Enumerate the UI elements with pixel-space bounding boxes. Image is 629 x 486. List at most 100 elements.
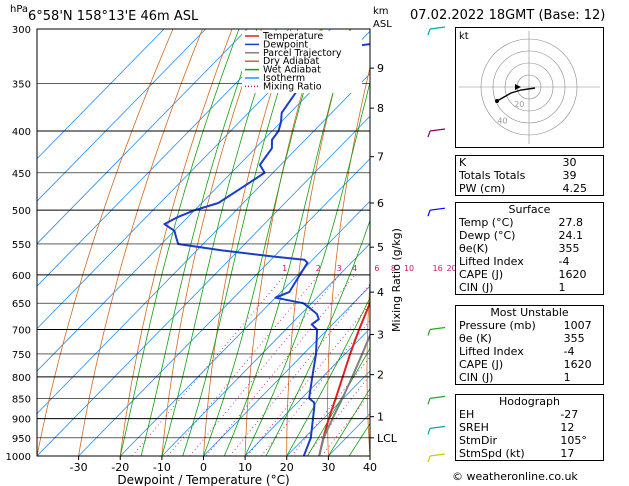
wind-barb-flag bbox=[427, 130, 431, 138]
km-tick-label: 3 bbox=[377, 329, 384, 342]
km-tick-label: 9 bbox=[377, 62, 384, 75]
most-unstable-title: Most Unstable bbox=[490, 306, 569, 319]
mixing-ratio-label: 2 bbox=[316, 264, 321, 273]
indices-table: K 30 Totals Totals 39 PW (cm) 4.25 bbox=[456, 156, 603, 195]
isotherm-line bbox=[244, 327, 370, 456]
table-row: Pressure (mb) 1007 bbox=[459, 319, 592, 332]
wet-adiabat-line bbox=[203, 29, 323, 456]
mixing-ratio-label: 16 bbox=[433, 264, 443, 273]
indices-panel: K 30 Totals Totals 39 PW (cm) 4.25 bbox=[455, 155, 604, 196]
mixing-ratio-line bbox=[205, 274, 356, 456]
km-tick-label: 4 bbox=[377, 286, 384, 299]
pressure-tick-label: 750 bbox=[12, 350, 31, 361]
hodograph: kt 20 40 bbox=[455, 27, 604, 148]
table-row: θe (K) 355 bbox=[459, 332, 585, 345]
x-tick-label: 20 bbox=[280, 461, 294, 474]
pressure-tick-label: 900 bbox=[12, 415, 31, 426]
dry-adiabat-line bbox=[327, 65, 370, 456]
wind-barb-staff bbox=[429, 26, 446, 30]
wind-barb bbox=[427, 453, 446, 463]
km-tick-label: 6 bbox=[377, 197, 384, 210]
legend-label: Parcel Trajectory bbox=[263, 48, 342, 59]
isotherm-line bbox=[286, 370, 370, 456]
mixing-ratio-axis-label: Mixing Ratio (g/kg) bbox=[390, 228, 403, 332]
wind-barb-flag bbox=[427, 455, 431, 463]
wind-barb-staff bbox=[429, 326, 446, 331]
legend-label: Dewpoint bbox=[263, 39, 308, 50]
km-tick-label: 7 bbox=[377, 151, 384, 164]
hodograph-title: Hodograph bbox=[499, 395, 560, 408]
wind-barb bbox=[427, 26, 446, 36]
wind-barb-staff bbox=[429, 207, 446, 211]
pressure-tick-label: 500 bbox=[12, 206, 31, 217]
isotherm-line bbox=[37, 115, 370, 456]
mixing-ratio-label: 8 bbox=[391, 264, 396, 273]
pressure-tick-label: 700 bbox=[12, 326, 31, 337]
table-row: CAPE (J) 1620 bbox=[459, 268, 587, 281]
table-row: CIN (J) 1 bbox=[459, 281, 566, 294]
x-tick-label: -10 bbox=[153, 461, 171, 474]
table-row: Temp (°C) 27.8 bbox=[459, 216, 583, 229]
wind-barb-staff bbox=[429, 128, 446, 132]
pressure-tick-label: 300 bbox=[12, 25, 31, 36]
pressure-tick-label: 400 bbox=[12, 127, 31, 138]
mixing-ratio-label: 10 bbox=[404, 264, 414, 273]
table-row: θe(K) 355 bbox=[459, 242, 580, 255]
table-row: Lifted Index -4 bbox=[459, 345, 575, 358]
table-row: K 30 bbox=[459, 156, 577, 169]
wind-barb-flag bbox=[427, 209, 431, 217]
km-tick-label: 1 bbox=[377, 411, 384, 424]
surface-title: Surface bbox=[508, 203, 551, 216]
isotherm-line bbox=[37, 29, 290, 287]
x-tick-label: -20 bbox=[111, 461, 129, 474]
x-axis-label: Dewpoint / Temperature (°C) bbox=[117, 473, 289, 486]
km-tick-label: 2 bbox=[377, 369, 384, 382]
most-unstable-panel: Most Unstable Pressure (mb) 1007 θe (K) 35… bbox=[455, 305, 604, 385]
surface-table: Temp (°C) 27.8 Dewp (°C) 24.1 θe(K) 355 Lif… bbox=[456, 216, 603, 294]
wind-barb-flag bbox=[427, 329, 431, 336]
hodograph-trace bbox=[496, 87, 536, 102]
x-tick-label: 0 bbox=[200, 461, 207, 474]
table-row: CAPE (J) 1620 bbox=[459, 358, 592, 371]
pressure-tick-label: 450 bbox=[12, 169, 31, 180]
isotherm-line bbox=[120, 200, 370, 456]
datetime-header: 07.02.2022 18GMT (Base: 12) bbox=[410, 8, 606, 23]
legend-label: Isotherm bbox=[263, 73, 305, 84]
wet-adiabat-line bbox=[119, 29, 240, 456]
isotherm-line bbox=[37, 29, 248, 245]
location-label: 6°58'N 158°13'E 46m ASL bbox=[28, 9, 199, 24]
isotherm-line bbox=[37, 29, 331, 330]
wet-adiabat-line bbox=[307, 347, 370, 456]
x-tick-label: 40 bbox=[363, 461, 377, 474]
km-tick-label: 8 bbox=[377, 102, 384, 115]
dry-adiabat-line bbox=[78, 29, 203, 456]
pressure-tick-label: 550 bbox=[12, 240, 31, 251]
wind-barb-flag bbox=[427, 398, 431, 405]
dry-adiabat-line bbox=[405, 29, 438, 456]
isotherm-line bbox=[37, 29, 206, 202]
mixing-ratio-line bbox=[131, 274, 286, 456]
x-tick-label: 30 bbox=[321, 461, 335, 474]
pressure-tick-label: 850 bbox=[12, 394, 31, 405]
hodograph-start-dot bbox=[495, 99, 499, 103]
mixing-ratio-label: 3 bbox=[337, 264, 342, 273]
mixing-ratio-label: 1 bbox=[282, 264, 287, 273]
table-row: Lifted Index -4 bbox=[459, 255, 570, 268]
x-tick-label: 10 bbox=[238, 461, 252, 474]
legend-box bbox=[242, 31, 362, 93]
dry-adiabat-line bbox=[119, 29, 233, 456]
table-row: StmDir 105° bbox=[459, 434, 587, 447]
table-row: Totals Totals 39 bbox=[459, 169, 577, 182]
x-tick-label: -30 bbox=[70, 461, 88, 474]
isotherm-line bbox=[37, 73, 370, 415]
isotherm-line bbox=[161, 243, 370, 456]
wet-adiabat-line bbox=[328, 387, 370, 456]
wind-barb bbox=[427, 395, 446, 405]
wind-barb-staff bbox=[429, 453, 446, 457]
isotherm-line bbox=[78, 158, 370, 456]
wind-barb bbox=[427, 128, 446, 138]
km-unit-label: km bbox=[373, 6, 389, 17]
surface-panel: Surface Temp (°C) 27.8 Dewp (°C) 24.1 θe(K… bbox=[455, 202, 604, 295]
mixing-ratio-label: 20 bbox=[446, 264, 456, 273]
